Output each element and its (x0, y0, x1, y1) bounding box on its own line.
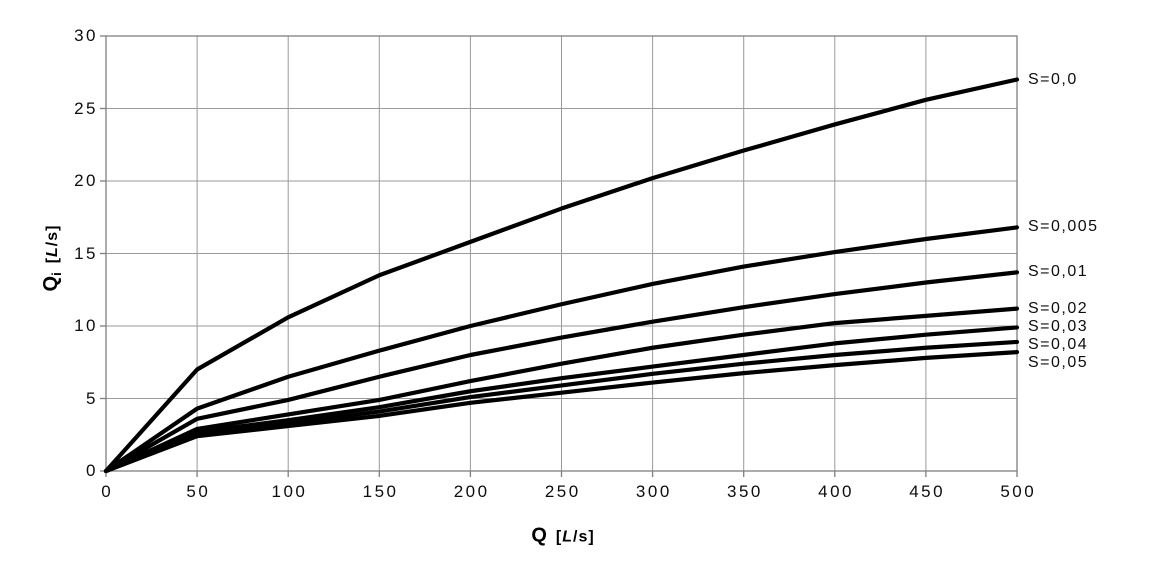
x-axis-title: Q [L/s] (531, 525, 594, 548)
y-tick-label: 15 (74, 243, 98, 263)
series-label-s-0-005: S=0,005 (1028, 218, 1099, 236)
y-tick-label: 10 (74, 316, 98, 335)
curve-s-0-01 (103, 270, 1020, 474)
x-tick-label: 50 (186, 482, 211, 501)
curve-s-0-02 (103, 306, 1020, 474)
x-tick-label: 250 (544, 482, 581, 501)
x-axis-symbol: Q (531, 524, 547, 547)
x-tick-label: 300 (635, 482, 672, 501)
series-label-s-0-03: S=0,03 (1028, 318, 1089, 336)
series-label-s-0-01: S=0,01 (1028, 263, 1089, 281)
y-axis-subscript: i (49, 272, 65, 276)
y-tick-label: 5 (86, 388, 98, 408)
x-tick-label: 0 (101, 482, 114, 501)
y-tick-label: 25 (74, 98, 98, 118)
x-tick-label: 100 (271, 482, 308, 501)
series-label-s-0-04: S=0,04 (1028, 336, 1089, 354)
curve-s-0-005 (103, 225, 1020, 474)
series-label-s-0-05: S=0,05 (1028, 354, 1089, 372)
x-tick-label: 350 (727, 482, 763, 501)
x-tick-label: 200 (453, 482, 490, 501)
y-tick-label: 0 (86, 461, 98, 480)
curve-s-0-03 (103, 325, 1020, 474)
y-axis-symbol: Q (39, 275, 62, 292)
y-tick-label: 30 (74, 26, 98, 45)
x-tick-label: 450 (909, 482, 946, 501)
x-axis-unit: [L/s] (555, 528, 595, 546)
x-tick-label: 400 (818, 482, 854, 501)
curve-s-0-04 (103, 339, 1020, 474)
y-tick-label: 20 (74, 171, 98, 190)
series-label-s-0-0: S=0,0 (1028, 70, 1078, 88)
curve-s-0-05 (103, 350, 1020, 474)
x-tick-label: 500 (1000, 482, 1037, 501)
series-label-s-0-02: S=0,02 (1028, 299, 1089, 317)
plot-border (105, 35, 1018, 472)
x-tick-label: 150 (362, 482, 399, 501)
curve-s-0-0 (103, 77, 1020, 474)
